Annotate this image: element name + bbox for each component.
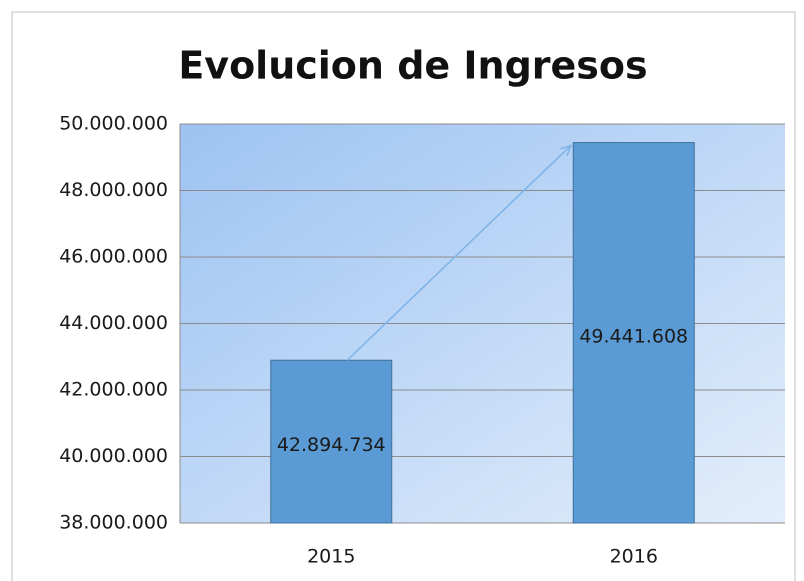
y-tick-label: 44.000.000 (59, 312, 168, 334)
y-tick-label: 42.000.000 (59, 379, 168, 401)
x-tick-label: 2015 (307, 546, 355, 568)
value-label: 42.894.734 (277, 434, 386, 456)
bar (270, 359, 393, 524)
y-tick-label: 50.000.000 (59, 113, 168, 135)
y-tick-label: 40.000.000 (59, 445, 168, 467)
y-tick-label: 38.000.000 (59, 512, 168, 534)
chart-title: Evolucion de Ingresos (178, 44, 647, 88)
value-label: 49.441.608 (579, 325, 688, 347)
y-tick-label: 48.000.000 (59, 179, 168, 201)
bar (572, 142, 695, 524)
y-tick-label: 46.000.000 (59, 246, 168, 268)
trend-arrow (346, 146, 571, 361)
x-tick-label: 2016 (610, 546, 658, 568)
